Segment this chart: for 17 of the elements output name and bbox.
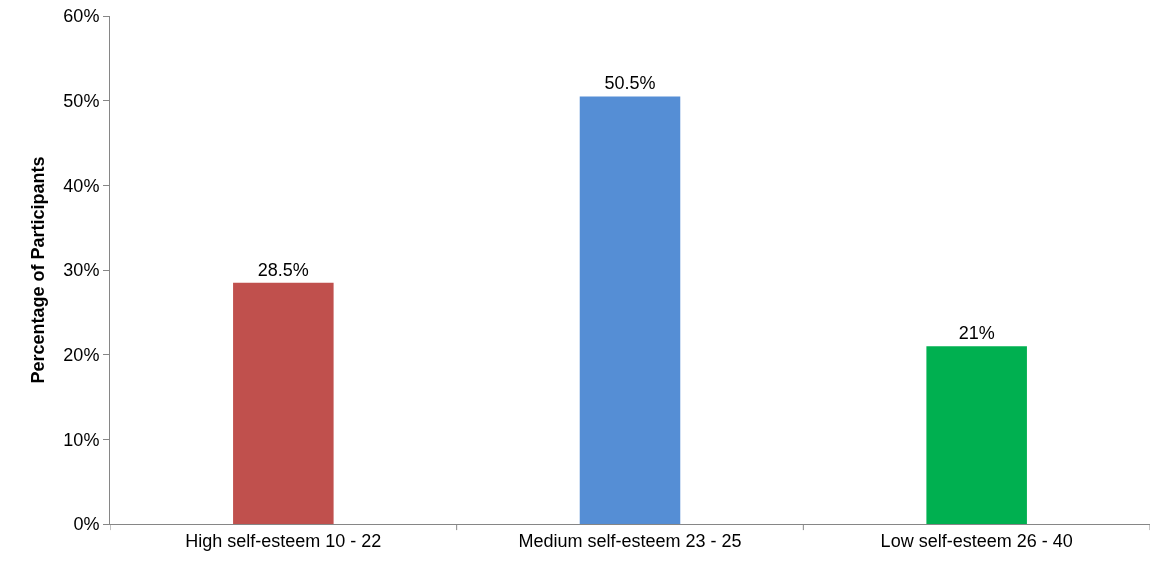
y-tick-label: 20% <box>63 344 100 365</box>
bar <box>233 282 334 524</box>
x-tick-label: High self-esteem 10 - 22 <box>185 530 382 551</box>
data-label: 28.5% <box>257 259 309 280</box>
bar <box>579 96 681 524</box>
y-tick-label: 50% <box>63 90 100 111</box>
y-tick-label: 60% <box>63 6 100 27</box>
y-tick-label: 30% <box>63 260 100 281</box>
y-tick-label: 0% <box>73 514 100 535</box>
x-tick-label: Low self-esteem 26 - 40 <box>880 530 1073 551</box>
bar <box>926 346 1027 524</box>
y-tick-label: 10% <box>63 429 100 450</box>
y-tick-label: 40% <box>63 175 100 196</box>
data-label: 50.5% <box>604 73 656 94</box>
data-label: 21% <box>958 323 995 344</box>
x-tick-label: Medium self-esteem 23 - 25 <box>518 530 742 551</box>
y-axis-title: Percentage of Participants <box>27 156 48 384</box>
